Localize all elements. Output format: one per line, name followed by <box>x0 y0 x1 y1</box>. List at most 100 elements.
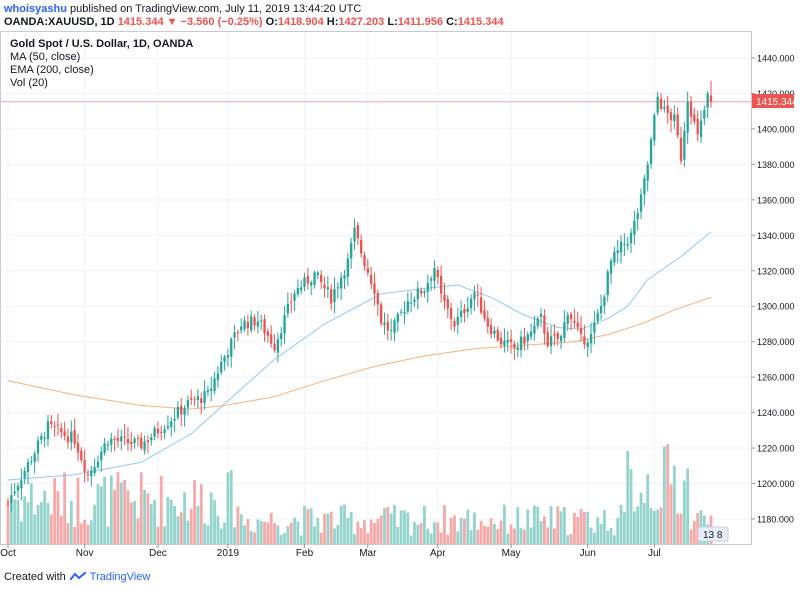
price-tick-label: 1300.000 <box>757 302 795 312</box>
volume-bar <box>83 519 87 544</box>
volume-bar <box>269 512 273 544</box>
volume-bar <box>679 513 683 544</box>
volume-bar <box>672 465 676 544</box>
candle-body <box>679 137 683 162</box>
volume-bar <box>306 509 310 544</box>
volume-bar <box>173 506 176 544</box>
candle-body <box>419 290 423 294</box>
volume-bar <box>156 526 160 544</box>
volume-bar <box>399 510 403 544</box>
candle-body <box>423 291 426 294</box>
candle-body <box>609 260 613 274</box>
volume-bar <box>49 514 53 544</box>
volume-bar <box>563 506 566 544</box>
legend-vol[interactable]: Vol (20) <box>10 77 48 89</box>
candle-body <box>263 319 266 334</box>
volume-bar <box>96 484 100 544</box>
chart-legend: Gold Spot / U.S. Dollar, 1D, OANDA MA (5… <box>10 38 193 90</box>
candle-body <box>453 321 456 327</box>
volume-bar <box>456 531 460 544</box>
volume-bar <box>286 526 290 544</box>
volume-bar <box>146 493 150 544</box>
volume-bar <box>359 527 363 544</box>
legend-ema[interactable]: EMA (200, close) <box>10 64 94 76</box>
candle-body <box>110 438 113 445</box>
candle-body <box>503 340 506 346</box>
price-tick-label: 1220.000 <box>757 444 795 454</box>
volume-bar <box>379 515 383 544</box>
ema-200-line <box>7 296 712 410</box>
volume-bar <box>183 492 186 544</box>
candle-body <box>206 390 210 392</box>
candle-body <box>70 431 73 443</box>
volume-bar <box>319 532 323 544</box>
symbol-ohlc-line: OANDA:XAUUSD, 1D 1415.344 ▼ −3.560 (−0.2… <box>4 16 504 29</box>
volume-bar <box>669 484 673 544</box>
volume-bar <box>109 475 113 544</box>
volume-bar <box>393 504 396 544</box>
legend-ma[interactable]: MA (50, close) <box>10 51 81 63</box>
candle-body <box>583 336 586 345</box>
candle-body <box>136 437 140 439</box>
volume-bar <box>506 533 510 544</box>
candles <box>6 80 713 512</box>
candle-body <box>413 299 416 303</box>
volume-bar <box>546 527 550 544</box>
candle-body <box>406 301 409 312</box>
price-tick-label: 1200.000 <box>757 479 795 489</box>
tradingview-link[interactable]: TradingView <box>89 571 151 583</box>
volume-bar <box>466 509 470 544</box>
volume-bar <box>289 522 293 544</box>
candle-body <box>280 333 283 340</box>
candle-body <box>686 101 689 133</box>
volume-bar <box>483 525 486 544</box>
publish-header: whoisyashu published on TradingView.com,… <box>4 3 361 16</box>
volume-bar <box>186 520 190 544</box>
candle-body <box>246 321 250 329</box>
candle-body <box>223 356 226 363</box>
candle-body <box>200 398 203 403</box>
candle-body <box>636 213 639 220</box>
volume-bar <box>253 532 256 544</box>
candle-body <box>226 355 230 358</box>
volume-bar <box>626 451 630 544</box>
candle-body <box>56 424 60 426</box>
price-tick-label: 1320.000 <box>757 266 795 276</box>
candle-body <box>53 426 56 428</box>
volume-bar <box>283 532 286 544</box>
volume-bar <box>229 470 233 544</box>
volume-bar <box>616 517 620 544</box>
candle-body <box>260 320 263 322</box>
open-value: 1418.904 <box>277 16 324 28</box>
volume-bar <box>386 507 390 544</box>
author-link[interactable]: whoisyashu <box>4 3 67 15</box>
candle-body <box>366 268 369 273</box>
volume-bar <box>496 528 500 544</box>
candle-body <box>336 287 340 289</box>
candle-body <box>160 431 163 433</box>
candle-body <box>529 331 533 337</box>
candle-body <box>356 224 360 239</box>
volume-bar <box>586 511 590 544</box>
volume-bar <box>36 504 40 544</box>
volume-bar <box>343 504 346 544</box>
volume-bar <box>436 522 440 544</box>
price-tick-label: 1420.000 <box>757 89 795 99</box>
candle-body <box>343 275 346 279</box>
volume-bar <box>609 527 613 544</box>
volume-bar <box>533 505 536 544</box>
candle-body <box>566 315 569 324</box>
candle-body <box>709 95 713 102</box>
time-tick-label: 2019 <box>217 548 240 559</box>
candle-body <box>293 293 296 301</box>
volume-bar <box>526 509 530 544</box>
candle-body <box>436 269 439 278</box>
volume-bar <box>203 523 206 544</box>
volume-bar <box>216 515 220 544</box>
candle-body <box>646 164 649 181</box>
volume-badge-text: 13 8 <box>703 530 723 541</box>
volume-bar <box>509 524 513 544</box>
volume-bar <box>476 530 480 544</box>
volume-bar <box>159 475 163 544</box>
